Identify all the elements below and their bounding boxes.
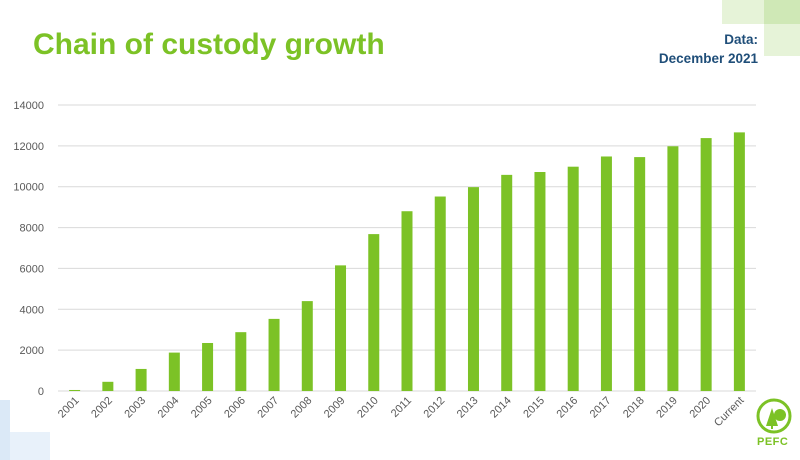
x-axis-ticks: 2001 2002 2003 2004 2005 2006 2007 2008 2009 2010… <box>56 395 747 429</box>
y-axis-ticks: 0 2000 4000 6000 8000 10000 12000 14000 <box>13 100 44 398</box>
x-tick-label: 2014 <box>488 395 514 421</box>
x-tick-label: 2002 <box>89 395 115 421</box>
x-tick-label: 2011 <box>389 395 414 420</box>
x-tick-label: 2019 <box>654 395 680 421</box>
x-tick-label: Current <box>712 395 746 429</box>
x-tick-label: 2007 <box>255 395 281 421</box>
pefc-logo-icon <box>756 398 792 434</box>
x-tick-label: 2020 <box>687 395 713 421</box>
bar-2004 <box>168 352 180 391</box>
bar-2006 <box>235 332 247 391</box>
y-tick-label: 6000 <box>20 263 44 275</box>
bar-2012 <box>434 196 446 391</box>
bar-2008 <box>301 301 313 391</box>
x-tick-label: 2012 <box>422 395 448 421</box>
bar-2002 <box>102 381 114 391</box>
page-title: Chain of custody growth <box>33 28 385 61</box>
bar-2013 <box>467 187 479 391</box>
bar-2014 <box>501 174 513 391</box>
bar-2017 <box>600 156 612 391</box>
y-tick-label: 10000 <box>13 182 44 194</box>
x-tick-label: 2001 <box>56 395 82 421</box>
bar-2011 <box>401 211 413 391</box>
corner-decoration <box>764 0 800 24</box>
data-label: Data: <box>724 32 758 47</box>
y-tick-label: 14000 <box>13 100 44 112</box>
bar-2019 <box>667 146 679 391</box>
x-tick-label: 2017 <box>588 395 614 421</box>
chart-bars <box>69 132 745 392</box>
bar-2007 <box>268 318 280 391</box>
x-tick-label: 2004 <box>156 395 182 421</box>
x-tick-label: 2015 <box>521 395 547 421</box>
x-tick-label: 2016 <box>555 395 581 421</box>
y-tick-label: 4000 <box>20 304 44 316</box>
x-tick-label: 2010 <box>355 395 381 421</box>
x-tick-label: 2013 <box>455 395 481 421</box>
pefc-logo-text: PEFC <box>757 436 789 448</box>
x-tick-label: 2009 <box>322 395 348 421</box>
y-tick-label: 2000 <box>20 345 44 357</box>
x-tick-label: 2005 <box>189 395 215 421</box>
corner-decoration <box>10 432 50 460</box>
bar-2018 <box>634 157 646 391</box>
bar-2009 <box>335 265 347 391</box>
bar-2005 <box>202 342 214 391</box>
corner-decoration <box>0 400 10 460</box>
bar-2016 <box>567 166 579 391</box>
corner-decoration <box>764 24 800 56</box>
y-tick-label: 12000 <box>13 141 44 153</box>
y-tick-label: 8000 <box>20 223 44 235</box>
bar-2010 <box>368 234 380 391</box>
x-tick-label: 2003 <box>122 395 148 421</box>
y-tick-label: 0 <box>38 386 44 398</box>
bar-2015 <box>534 172 546 391</box>
corner-decoration <box>722 0 764 24</box>
x-tick-label: 2008 <box>289 395 315 421</box>
bar-2020 <box>700 138 712 391</box>
bar-current <box>733 132 745 392</box>
bar-2001 <box>69 389 81 391</box>
x-tick-label: 2006 <box>222 395 248 421</box>
bar-2003 <box>135 368 147 391</box>
data-date-note: Data: December 2021 <box>659 30 758 68</box>
data-date: December 2021 <box>658 51 758 66</box>
x-tick-label: 2018 <box>621 395 647 421</box>
